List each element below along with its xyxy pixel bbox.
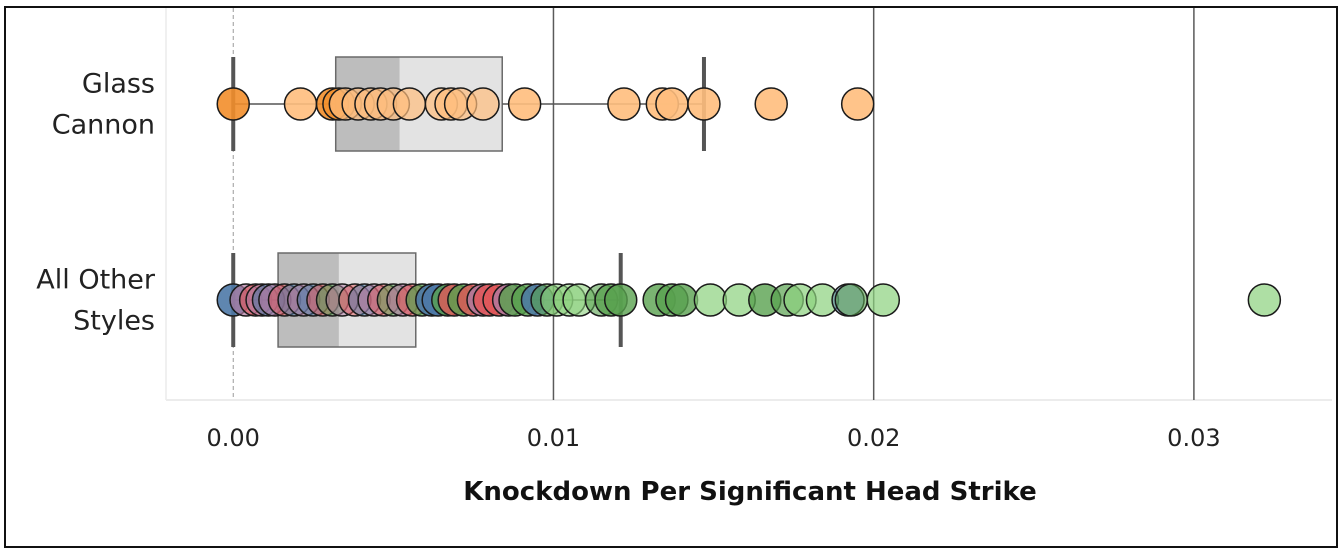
- data-point: [664, 283, 699, 317]
- category-label-line: All Other: [36, 265, 156, 296]
- data-point: [655, 87, 689, 121]
- x-tick-label-0.01: 0.01: [527, 424, 580, 452]
- data-point: [283, 87, 318, 121]
- data-points: [216, 87, 1282, 317]
- data-point: [507, 87, 542, 121]
- x-tick-label-0.03: 0.03: [1167, 424, 1220, 452]
- data-point: [607, 87, 641, 121]
- category-labels: Glass Cannon All Other Styles: [36, 69, 156, 337]
- data-point: [687, 87, 721, 121]
- data-point: [603, 283, 638, 317]
- data-point: [840, 87, 875, 121]
- data-point: [466, 87, 500, 121]
- category-label-line: Glass: [82, 69, 155, 100]
- category-label-line: Cannon: [52, 110, 155, 141]
- data-point: [754, 87, 788, 121]
- data-point: [1247, 283, 1282, 317]
- x-tick-label-0.02: 0.02: [847, 424, 900, 452]
- data-point: [693, 283, 728, 317]
- x-tick-labels: 0.00 0.01 0.02 0.03: [207, 424, 1221, 452]
- data-point: [866, 283, 901, 317]
- category-label-line: Styles: [73, 306, 155, 337]
- x-axis-title: Knockdown Per Significant Head Strike: [463, 477, 1036, 507]
- data-point: [216, 87, 250, 121]
- data-point: [834, 283, 869, 317]
- data-point: [392, 87, 427, 121]
- x-tick-label-0.00: 0.00: [207, 424, 260, 452]
